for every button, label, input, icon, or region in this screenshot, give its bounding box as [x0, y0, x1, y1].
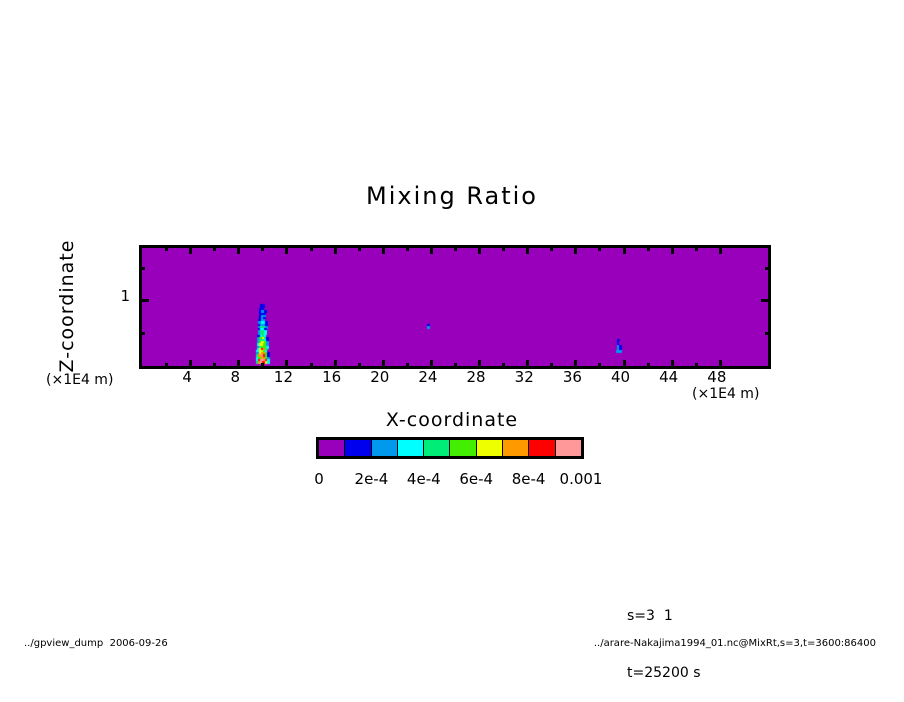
x-tick-label: 24: [418, 368, 438, 386]
y-tick-label-group: 1: [100, 0, 130, 654]
x-tick-mark: [574, 360, 578, 366]
x-minor-tick-mark: [309, 363, 313, 366]
colorbar-tick-label: 6e-4: [459, 470, 494, 488]
colorbar-segment: [397, 440, 425, 456]
x-minor-tick-mark-top: [598, 248, 602, 251]
x-tick-mark-top: [670, 248, 674, 254]
x-minor-tick-mark: [550, 363, 554, 366]
x-tick-mark: [189, 360, 193, 366]
x-tick-label: 20: [370, 368, 390, 386]
colorbar-segment: [319, 440, 346, 456]
x-tick-mark: [622, 360, 626, 366]
annotation-time: t=25200 s: [627, 665, 701, 681]
x-tick-label: 12: [273, 368, 293, 386]
colorbar-segment: [371, 440, 398, 456]
x-tick-label: 8: [230, 368, 241, 386]
x-tick-mark: [478, 360, 482, 366]
x-axis-title: X-coordinate: [385, 409, 519, 431]
x-minor-tick-mark: [694, 363, 698, 366]
y-tick-mark-right: [765, 332, 768, 336]
x-tick-mark: [285, 360, 289, 366]
x-minor-tick-mark: [646, 363, 650, 366]
x-minor-tick-mark-top: [309, 248, 313, 251]
colorbar-segment: [555, 440, 581, 456]
colorbar-tick-label: 0.001: [559, 470, 603, 488]
x-tick-label: 48: [707, 368, 727, 386]
colorbar-tick-label: 4e-4: [406, 470, 441, 488]
x-tick-mark-top: [285, 248, 289, 254]
plot-area: [139, 245, 771, 369]
x-tick-label: 4: [182, 368, 192, 386]
colorbar-segment: [450, 440, 477, 456]
x-tick-mark: [429, 360, 433, 366]
x-tick-mark-top: [574, 248, 578, 254]
x-tick-mark-top: [237, 248, 241, 254]
colorbar-segment: [529, 440, 556, 456]
annotation-slice: s=3 1: [627, 608, 673, 624]
y-axis-units: (×1E4 m): [46, 372, 114, 388]
x-minor-tick-mark-top: [502, 248, 506, 251]
colorbar-segment: [503, 440, 530, 456]
x-tick-mark: [237, 360, 241, 366]
x-tick-mark-top: [622, 248, 626, 254]
x-tick-label: 36: [562, 368, 582, 386]
x-minor-tick-mark-top: [213, 248, 217, 251]
x-tick-mark: [333, 360, 337, 366]
x-minor-tick-mark-top: [646, 248, 650, 251]
colorbar-strip: [316, 437, 584, 459]
x-tick-label: 44: [659, 368, 679, 386]
x-tick-label: 28: [466, 368, 486, 386]
x-tick-mark: [526, 360, 530, 366]
x-tick-mark-top: [189, 248, 193, 254]
y-tick-mark-right: [761, 299, 768, 303]
y-tick-mark: [142, 332, 145, 336]
x-tick-mark-top: [718, 248, 722, 254]
x-minor-tick-mark-top: [550, 248, 554, 251]
x-minor-tick-mark: [165, 363, 169, 366]
x-tick-mark: [381, 360, 385, 366]
x-tick-mark: [670, 360, 674, 366]
page-title: Mixing Ratio: [366, 182, 538, 210]
y-tick-mark: [142, 299, 149, 303]
x-tick-mark-top: [381, 248, 385, 254]
x-tick-mark-top: [333, 248, 337, 254]
colorbar: [316, 437, 584, 459]
colorbar-segment: [424, 440, 451, 456]
x-minor-tick-mark: [213, 363, 217, 366]
heatmap-canvas: [142, 248, 768, 366]
x-minor-tick-mark-top: [405, 248, 409, 251]
x-minor-tick-mark-top: [261, 248, 265, 251]
colorbar-tick-label: 0: [314, 470, 324, 488]
annotation-block: s=3 1 t=25200 s: [627, 569, 701, 702]
y-tick-mark-right: [765, 266, 768, 270]
colorbar-segment: [345, 440, 372, 456]
x-minor-tick-mark: [357, 363, 361, 366]
x-tick-mark-top: [526, 248, 530, 254]
x-minor-tick-mark: [261, 363, 265, 366]
colorbar-tick-label: 8e-4: [511, 470, 546, 488]
x-minor-tick-mark-top: [357, 248, 361, 251]
x-minor-tick-mark: [405, 363, 409, 366]
colorbar-segment: [476, 440, 504, 456]
x-minor-tick-mark-top: [165, 248, 169, 251]
x-minor-tick-mark: [454, 363, 457, 366]
x-minor-tick-mark: [598, 363, 602, 366]
x-tick-label: 32: [514, 368, 534, 386]
y-tick-label: 1: [120, 287, 130, 306]
x-minor-tick-mark-top: [454, 248, 457, 251]
colorbar-tick-label: 2e-4: [354, 470, 389, 488]
x-minor-tick-mark: [502, 363, 506, 366]
x-tick-mark-top: [429, 248, 433, 254]
footer-right-text: ../arare-Nakajima1994_01.nc@MixRt,s=3,t=…: [593, 638, 876, 649]
x-axis-units: (×1E4 m): [692, 386, 760, 402]
x-minor-tick-mark-top: [694, 248, 698, 251]
x-tick-mark-top: [478, 248, 482, 254]
footer-left-text: ../gpview_dump 2006-09-26: [24, 638, 168, 649]
x-tick-label: 40: [610, 368, 631, 386]
x-tick-label: 16: [322, 368, 342, 386]
y-tick-mark: [142, 266, 145, 270]
x-tick-mark: [718, 360, 722, 366]
